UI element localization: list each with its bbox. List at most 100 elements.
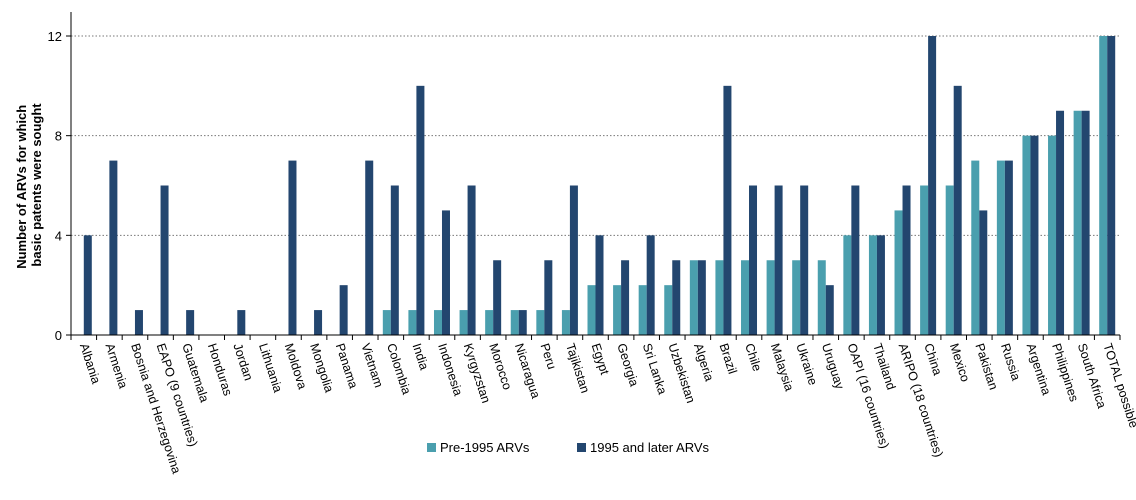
bar-pre-1995	[408, 310, 417, 335]
x-tick-label: Moldova	[282, 342, 310, 391]
bar-1995-later	[1004, 160, 1013, 335]
legend-swatch	[427, 443, 436, 452]
bar-pre-1995	[510, 310, 519, 335]
x-tick-label: Chile	[742, 342, 764, 373]
bar-1995-later	[186, 310, 195, 335]
bar-1995-later	[697, 260, 706, 335]
x-tick-label: Peru	[537, 342, 558, 371]
y-axis-label-line-1: Number of ARVs for which	[14, 105, 29, 269]
bar-1995-later	[441, 210, 450, 335]
bar-pre-1995	[433, 310, 442, 335]
bar-1995-later	[416, 85, 425, 335]
bar-pre-1995	[715, 260, 724, 335]
bar-1995-later	[774, 185, 783, 335]
x-tick-label: Morocco	[486, 342, 514, 392]
bar-1995-later	[723, 85, 732, 335]
x-tick-label: Mexico	[947, 342, 973, 384]
x-tick-label: Uruguay	[819, 342, 847, 392]
legend-label: 1995 and later ARVs	[590, 440, 710, 455]
x-tick-label: Georgia	[614, 342, 641, 389]
bar-1995-later	[288, 160, 297, 335]
bar-1995-later	[134, 310, 143, 335]
bar-pre-1995	[664, 285, 673, 335]
y-axis-label: Number of ARVs for which basic patents w…	[14, 101, 44, 269]
x-tick-label: Jordan	[230, 342, 255, 383]
bar-pre-1995	[1048, 135, 1057, 335]
x-tick-label: Russia	[998, 342, 1023, 383]
bar-pre-1995	[638, 285, 647, 335]
x-tick-label: Vietnam	[358, 342, 385, 390]
bars	[83, 36, 1116, 335]
x-tick-label: Ukraine	[793, 342, 820, 387]
bar-1995-later	[646, 235, 655, 335]
x-tick-label: Algeria	[691, 342, 716, 383]
x-tick-label: Malaysia	[768, 342, 797, 393]
bar-pre-1995	[1099, 36, 1108, 335]
bar-1995-later	[1081, 110, 1090, 335]
bar-1995-later	[467, 185, 476, 335]
gridlines	[71, 35, 1120, 236]
bar-1995-later	[672, 260, 681, 335]
bar-1995-later	[83, 235, 92, 335]
bar-1995-later	[876, 235, 885, 335]
x-tick-label: China	[921, 342, 944, 377]
bar-pre-1995	[741, 260, 750, 335]
bar-pre-1995	[561, 310, 570, 335]
bar-1995-later	[825, 285, 834, 335]
bar-pre-1995	[382, 310, 391, 335]
bar-pre-1995	[894, 210, 903, 335]
bar-pre-1995	[613, 285, 622, 335]
x-tick-label: Lithuania	[256, 342, 285, 395]
x-tick-label: Sri Lanka	[640, 342, 670, 397]
bar-pre-1995	[971, 160, 980, 335]
bar-1995-later	[569, 185, 578, 335]
x-tick-label: Colombia	[384, 342, 414, 397]
bar-pre-1995	[689, 260, 698, 335]
bar-1995-later	[595, 235, 604, 335]
axes	[70, 12, 1120, 336]
bar-1995-later	[979, 210, 988, 335]
bar-1995-later	[160, 185, 169, 335]
bar-1995-later	[1030, 135, 1039, 335]
x-tick-label: Panama	[333, 342, 361, 391]
y-tick-label: 12	[48, 29, 62, 44]
bar-pre-1995	[792, 260, 801, 335]
bar-1995-later	[1107, 36, 1116, 335]
bar-1995-later	[621, 260, 630, 335]
bar-1995-later	[800, 185, 809, 335]
bar-pre-1995	[766, 260, 775, 335]
x-tick-label: Argentina	[1024, 342, 1054, 397]
bar-1995-later	[1056, 110, 1065, 335]
y-tick-labels: 0 4 8 12	[48, 29, 71, 343]
bar-pre-1995	[536, 310, 545, 335]
bar-1995-later	[314, 310, 323, 335]
x-tick-label: Tajikistan	[563, 342, 592, 395]
bar-pre-1995	[945, 185, 954, 335]
bar-1995-later	[390, 185, 399, 335]
bar-1995-later	[851, 185, 860, 335]
x-tick-label: Nicaragua	[512, 342, 543, 401]
bar-1995-later	[365, 160, 374, 335]
x-tick-label: Egypt	[589, 342, 612, 377]
x-tick-label: Armenia	[103, 342, 131, 391]
legend-label: Pre-1995 ARVs	[440, 440, 530, 455]
bar-pre-1995	[843, 235, 852, 335]
bar-pre-1995	[920, 185, 929, 335]
bar-pre-1995	[459, 310, 468, 335]
x-tick-label: India	[410, 342, 432, 372]
x-tick-label: Thailand	[870, 342, 898, 392]
bar-pre-1995	[485, 310, 494, 335]
y-tick-label: 8	[55, 129, 62, 144]
bar-1995-later	[493, 260, 502, 335]
x-tick-label: Pakistan	[972, 342, 1000, 392]
bar-1995-later	[749, 185, 758, 335]
bar-pre-1995	[587, 285, 596, 335]
legend-swatch	[577, 443, 586, 452]
x-tick-label: Mongolia	[307, 342, 336, 395]
bar-pre-1995	[868, 235, 877, 335]
bar-pre-1995	[1022, 135, 1031, 335]
x-tick-label: TOTAL possible	[1100, 342, 1136, 430]
bar-pre-1995	[996, 160, 1005, 335]
y-tick-label: 0	[55, 328, 62, 343]
